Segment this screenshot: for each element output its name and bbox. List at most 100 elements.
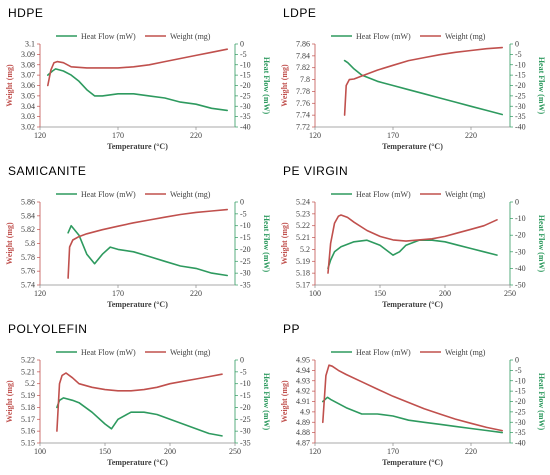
chart-title: SAMICANITE xyxy=(8,164,86,178)
y2-axis-title: Heat Flow (mW) xyxy=(262,57,271,115)
y2-tick-label: -5 xyxy=(515,366,522,375)
chart-svg: PE VIRGIN Heat Flow (mW) Weight (mg) 5.17 5.… xyxy=(280,164,546,309)
y2-axis-title: Heat Flow (mW) xyxy=(537,57,546,115)
y2-tick-label: -15 xyxy=(240,233,251,242)
y2-tick-label: 0 xyxy=(515,198,519,207)
y-tick-label: 5.2 xyxy=(300,245,310,254)
y-tick-label: 5.16 xyxy=(21,427,35,436)
y-tick-label: 4.87 xyxy=(296,439,310,448)
x-tick-label: 120 xyxy=(309,131,321,140)
x-tick-label: 120 xyxy=(309,447,321,456)
y-tick-label: 5.17 xyxy=(296,281,310,290)
y-axis-title: Weight (mg) xyxy=(280,64,289,107)
chart-panel-2: LDPE Heat Flow (mW) Weight (mg) 7.72 7.74 7.7… xyxy=(275,0,550,158)
chart-title: HDPE xyxy=(8,6,43,20)
x-tick-label: 200 xyxy=(164,447,176,456)
y-tick-label: 3.09 xyxy=(21,50,35,59)
y-tick-label: 5.76 xyxy=(21,267,35,276)
legend-label-weight: Weight (mg) xyxy=(170,32,211,41)
y2-tick-label: -20 xyxy=(240,81,251,90)
y-tick-label: 5.86 xyxy=(21,198,35,207)
series-line-weight xyxy=(321,364,503,432)
chart-panel-1: HDPE Heat Flow (mW) Weight (mg) 3.02 3.03 3.0… xyxy=(0,0,275,158)
y-tick-label: 5.19 xyxy=(21,391,35,400)
y2-tick-label: 0 xyxy=(515,40,519,49)
y-tick-label: 5.22 xyxy=(21,356,35,365)
y2-tick-label: -35 xyxy=(240,439,251,448)
y2-tick-label: -30 xyxy=(515,102,526,111)
y2-tick-label: -30 xyxy=(240,102,251,111)
y-tick-label: 7.8 xyxy=(300,75,310,84)
x-tick-label: 200 xyxy=(439,289,451,298)
x-tick-label: 120 xyxy=(34,131,46,140)
x-axis-title: Temperature (°C) xyxy=(382,142,443,151)
y-tick-label: 4.91 xyxy=(296,397,310,406)
x-tick-label: 150 xyxy=(99,447,111,456)
y2-tick-label: -10 xyxy=(240,221,251,230)
y2-axis-title: Heat Flow (mW) xyxy=(262,373,271,431)
y2-tick-label: -40 xyxy=(515,123,526,132)
y-tick-label: 3.1 xyxy=(25,40,35,49)
series-line-weight xyxy=(46,48,228,87)
legend-label-weight: Weight (mg) xyxy=(445,348,486,357)
y2-tick-label: 0 xyxy=(515,356,519,365)
y2-tick-label: -35 xyxy=(240,281,251,290)
y-tick-label: 4.95 xyxy=(296,356,310,365)
y-tick-label: 3.04 xyxy=(21,102,35,111)
y2-tick-label: -30 xyxy=(515,418,526,427)
y2-tick-label: -40 xyxy=(515,439,526,448)
x-tick-label: 220 xyxy=(190,131,202,140)
series-line-weight xyxy=(67,208,228,279)
chart-title: PE VIRGIN xyxy=(283,164,348,178)
y2-axis-title: Heat Flow (mW) xyxy=(537,373,546,431)
y-tick-label: 7.78 xyxy=(296,87,310,96)
chart-svg: LDPE Heat Flow (mW) Weight (mg) 7.72 7.74 7.7… xyxy=(280,6,546,151)
legend-label-heat-flow: Heat Flow (mW) xyxy=(81,32,136,41)
y-tick-label: 5.22 xyxy=(296,221,310,230)
y2-tick-label: -15 xyxy=(240,71,251,80)
y-tick-label: 5.84 xyxy=(21,211,35,220)
series-line-heat-flow xyxy=(46,68,228,112)
y2-tick-label: -20 xyxy=(240,245,251,254)
chart-title: POLYOLEFIN xyxy=(8,322,87,336)
y-tick-label: 5.17 xyxy=(21,415,35,424)
y-tick-label: 5.74 xyxy=(21,281,35,290)
y-tick-label: 7.74 xyxy=(296,111,310,120)
y2-tick-label: -10 xyxy=(240,379,251,388)
y2-tick-label: -35 xyxy=(515,112,526,121)
x-tick-label: 220 xyxy=(465,131,477,140)
y2-tick-label: -10 xyxy=(515,376,526,385)
y-tick-label: 4.89 xyxy=(296,418,310,427)
y-tick-label: 3.06 xyxy=(21,81,35,90)
legend-label-heat-flow: Heat Flow (mW) xyxy=(356,348,411,357)
y-tick-label: 7.72 xyxy=(296,123,310,132)
chart-panel-4: PE VIRGIN Heat Flow (mW) Weight (mg) 5.17 5.… xyxy=(275,158,550,316)
y2-tick-label: -20 xyxy=(515,231,526,240)
series-line-heat-flow xyxy=(67,224,228,277)
y-tick-label: 5.24 xyxy=(296,198,310,207)
series-line-heat-flow xyxy=(56,397,223,437)
x-tick-label: 250 xyxy=(229,447,241,456)
y-tick-label: 7.76 xyxy=(296,99,310,108)
y2-tick-label: -5 xyxy=(240,50,247,59)
y2-axis-title: Heat Flow (mW) xyxy=(262,215,271,273)
series-line-heat-flow xyxy=(327,239,498,270)
legend-label-weight: Weight (mg) xyxy=(170,348,211,357)
y-tick-label: 5.82 xyxy=(21,225,35,234)
y-tick-label: 5.8 xyxy=(25,239,35,248)
y-tick-label: 3.07 xyxy=(21,71,35,80)
y-tick-label: 3.08 xyxy=(21,60,35,69)
y2-tick-label: -30 xyxy=(240,269,251,278)
x-axis-title: Temperature (°C) xyxy=(382,300,443,309)
x-tick-label: 170 xyxy=(387,131,399,140)
chart-panel-3: SAMICANITE Heat Flow (mW) Weight (mg) 5.74 5… xyxy=(0,158,275,316)
y-tick-label: 3.02 xyxy=(21,123,35,132)
y2-tick-label: -5 xyxy=(240,209,247,218)
y-tick-label: 4.94 xyxy=(296,366,310,375)
y-tick-label: 7.84 xyxy=(296,51,310,60)
y2-tick-label: -10 xyxy=(515,214,526,223)
y2-tick-label: -25 xyxy=(515,407,526,416)
chart-svg: POLYOLEFIN Heat Flow (mW) Weight (mg) 5.15 5… xyxy=(5,322,271,467)
